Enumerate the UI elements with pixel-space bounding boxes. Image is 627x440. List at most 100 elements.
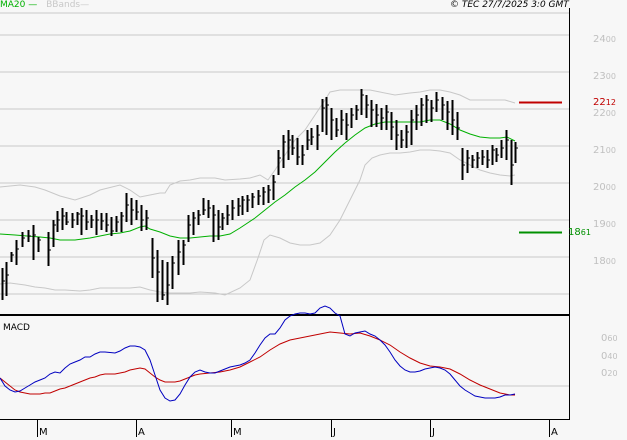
macd-line xyxy=(0,305,516,402)
y-tick-label: 2100 xyxy=(593,145,616,156)
macd-title: MACD xyxy=(3,323,30,333)
ohlc-bar xyxy=(301,145,305,165)
ohlc-bar xyxy=(120,212,124,232)
y-tick-label: 2000 xyxy=(593,182,616,193)
ohlc-bar xyxy=(241,196,245,215)
ohlc-bar xyxy=(130,198,134,225)
ohlc-bar xyxy=(90,215,94,228)
ohlc-bar xyxy=(277,150,281,175)
bband-lower xyxy=(0,149,516,296)
ohlc-bar xyxy=(345,113,349,140)
ohlc-bar xyxy=(425,95,429,123)
month-label: M xyxy=(39,427,48,438)
ohlc-bar xyxy=(182,240,186,265)
ohlc-bar xyxy=(400,130,404,148)
ohlc-bar xyxy=(340,110,344,135)
ohlc-bar xyxy=(166,262,170,305)
ohlc-bar xyxy=(325,97,329,135)
month-label: A xyxy=(138,427,145,438)
ohlc-bar xyxy=(1,268,5,300)
ohlc-bar xyxy=(140,205,144,231)
month-label: J xyxy=(333,427,336,438)
month-label: M xyxy=(233,427,242,438)
ohlc-bar xyxy=(156,250,160,302)
ohlc-bar xyxy=(171,256,175,289)
ohlc-bar xyxy=(110,217,114,236)
ohlc-bar xyxy=(251,193,255,208)
ohlc-bar xyxy=(257,190,261,205)
ohlc-bar xyxy=(510,140,514,185)
macd-signal-line xyxy=(0,331,515,396)
ohlc-bar xyxy=(217,210,221,240)
ohlc-bar xyxy=(115,216,119,232)
ohlc-bar xyxy=(471,155,475,168)
y-tick-label: 2400 xyxy=(593,34,616,45)
ohlc-bar xyxy=(187,215,191,242)
ohlc-bar xyxy=(310,128,314,145)
ohlc-bar xyxy=(365,95,369,118)
ohlc-bar xyxy=(316,125,320,150)
ohlc-bar xyxy=(500,140,504,158)
ohlc-bar xyxy=(47,232,51,266)
legend-ma20: MA20 xyxy=(0,0,26,10)
ohlc-bar xyxy=(15,240,19,265)
macd-y-tick-label: 040 xyxy=(601,351,618,362)
ohlc-bar xyxy=(95,210,99,235)
ohlc-bar xyxy=(80,208,84,235)
ohlc-bar xyxy=(272,175,276,200)
ohlc-bar xyxy=(282,135,286,168)
ohlc-bar xyxy=(27,230,31,242)
ohlc-bar xyxy=(202,198,206,215)
ohlc-bar xyxy=(37,237,41,252)
ohlc-bar xyxy=(197,210,201,225)
legend-ma20-swatch: — xyxy=(25,0,38,10)
ohlc-bar xyxy=(435,92,439,112)
ohlc-bar xyxy=(296,138,300,165)
ohlc-bar xyxy=(441,97,445,120)
legend-bbands-swatch: — xyxy=(80,0,90,10)
ohlc-bar xyxy=(76,212,80,225)
ohlc-bar xyxy=(221,213,225,230)
ohlc-bar xyxy=(21,232,25,247)
ohlc-bar xyxy=(461,148,465,180)
ohlc-bar xyxy=(350,108,354,128)
ohlc-bar xyxy=(486,150,490,168)
ohlc-bar xyxy=(491,145,495,165)
ohlc-bar xyxy=(375,104,379,127)
ohlc-bar xyxy=(52,220,56,247)
ohlc-bar xyxy=(321,99,325,132)
ohlc-bar xyxy=(385,105,389,130)
ohlc-bar xyxy=(430,100,434,122)
ohlc-bar xyxy=(10,252,14,262)
ohlc-bar xyxy=(212,205,216,242)
legend: MA20 — BBands— xyxy=(0,0,89,11)
ohlc-bar xyxy=(451,100,455,135)
ohlc-bar xyxy=(105,213,109,232)
ohlc-bar xyxy=(135,200,139,220)
macd-y-tick-label: 060 xyxy=(601,333,618,344)
month-label: A xyxy=(551,427,558,438)
ohlc-bar xyxy=(207,200,211,218)
ohlc-bar xyxy=(71,213,75,228)
ohlc-bar xyxy=(446,101,450,130)
ohlc-bar xyxy=(330,108,334,140)
y-tick-label: 1800 xyxy=(593,256,616,267)
ohlc-bar xyxy=(262,187,266,205)
ohlc-bar xyxy=(306,130,310,150)
y-tick-label: 2300 xyxy=(593,71,616,82)
ohlc-bar xyxy=(505,130,509,160)
ohlc-bar xyxy=(177,240,181,275)
month-label: J xyxy=(432,427,435,438)
ohlc-bar xyxy=(360,89,364,115)
ohlc-bar xyxy=(56,211,60,232)
ohlc-bar xyxy=(61,208,65,230)
bband-upper xyxy=(0,89,516,201)
ohlc-bar xyxy=(514,142,518,163)
ohlc-bar xyxy=(456,112,460,140)
y-tick-label: 2200 xyxy=(593,108,616,119)
ohlc-bar xyxy=(85,210,89,230)
legend-bbands: BBands xyxy=(46,0,81,10)
ohlc-bar xyxy=(100,213,104,230)
ohlc-bar xyxy=(390,112,394,140)
